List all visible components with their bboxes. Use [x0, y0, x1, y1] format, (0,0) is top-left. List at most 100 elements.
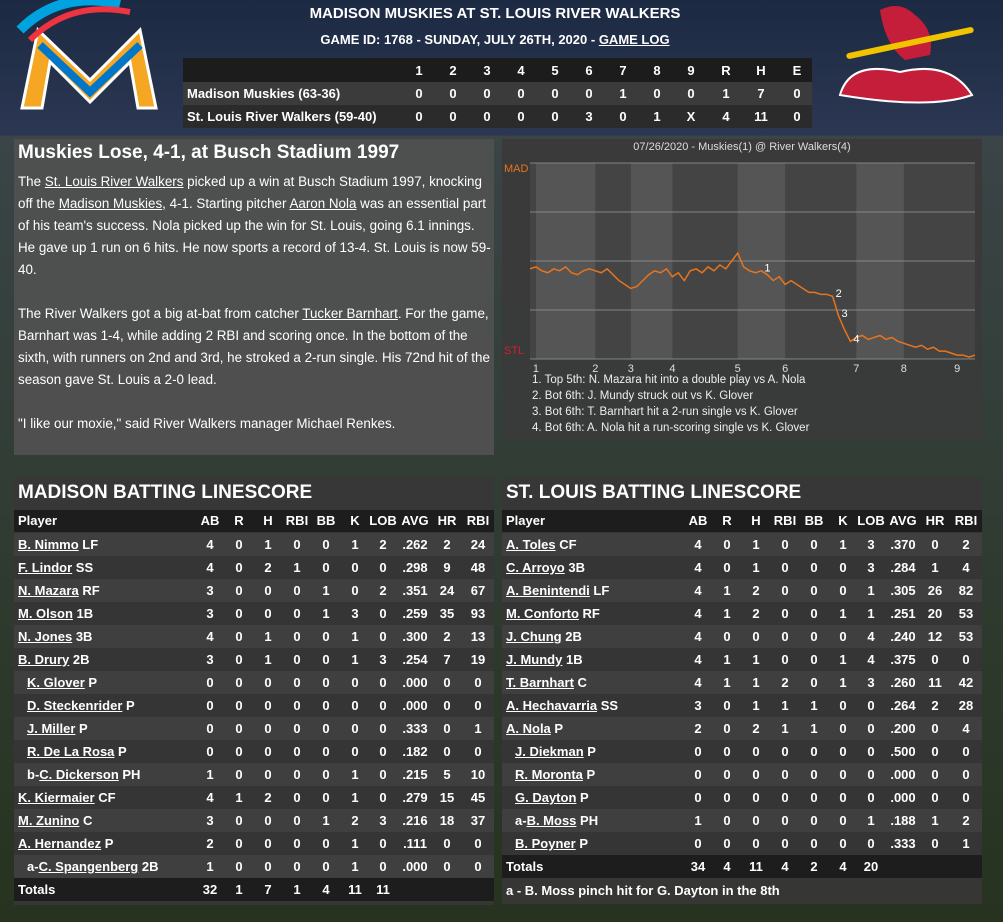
stat: 0 — [781, 652, 789, 667]
recap-link[interactable]: Aaron Nola — [289, 196, 357, 211]
stat: 0 — [235, 721, 243, 736]
total-stat: 7 — [264, 882, 272, 897]
recap-link[interactable]: St. Louis River Walkers — [44, 174, 184, 189]
recap-link[interactable]: Madison Muskies — [58, 196, 163, 211]
stat: 0 — [379, 629, 387, 644]
player-link[interactable]: D. Steckenrider — [27, 698, 123, 713]
stat: 0 — [723, 698, 731, 713]
player-position: P — [104, 836, 114, 851]
linescore-value: 0 — [585, 86, 593, 101]
column-header: R — [234, 513, 244, 528]
player-link[interactable]: M. Conforto — [506, 606, 579, 621]
player-link[interactable]: M. Zunino — [18, 813, 80, 828]
player-cell: D. Steckenrider P — [27, 698, 135, 713]
player-position: C — [83, 813, 93, 828]
player-link[interactable]: K. Kiermaier — [18, 790, 95, 805]
player-cell: C. Arroyo 3B — [506, 560, 585, 575]
player-link[interactable]: A. Nola — [506, 721, 551, 736]
stat: 1 — [206, 767, 214, 782]
player-cell: G. Dayton P — [515, 790, 589, 805]
stat: 0 — [206, 721, 214, 736]
stat: 3 — [379, 652, 387, 667]
stat: 0 — [781, 583, 789, 598]
player-link[interactable]: B. Drury — [18, 652, 70, 667]
player-link[interactable]: T. Barnhart — [506, 675, 574, 690]
stat: 0 — [351, 744, 359, 759]
column-header: Player — [506, 513, 546, 528]
player-link[interactable]: C. Spangenberg — [38, 859, 139, 874]
player-link[interactable]: A. Toles — [506, 537, 556, 552]
stat: 0 — [781, 606, 789, 621]
player-link[interactable]: B. Moss — [526, 813, 577, 828]
player-link[interactable]: K. Glover — [27, 675, 85, 690]
player-link[interactable]: C. Dickerson — [39, 767, 119, 782]
player-link[interactable]: J. Mundy — [506, 652, 563, 667]
stat: 0 — [379, 767, 387, 782]
stat: 0 — [379, 560, 387, 575]
stat: 0 — [264, 606, 272, 621]
linescore-column: E — [792, 63, 802, 78]
stat: 0 — [443, 859, 451, 874]
stat: 0 — [867, 744, 875, 759]
player-position: PH — [122, 767, 141, 782]
stat: 2 — [206, 836, 214, 851]
game-log-link[interactable]: GAME LOG — [598, 32, 670, 47]
player-link[interactable]: M. Olson — [18, 606, 73, 621]
stat: .262 — [402, 537, 428, 552]
player-position: 2B — [565, 629, 582, 644]
stat: 0 — [810, 675, 818, 690]
player-position: CF — [559, 537, 577, 552]
linescore-value: 7 — [757, 86, 765, 101]
recap-paragraph: The St. Louis River Walkers picked up a … — [18, 171, 492, 281]
player-link[interactable]: F. Lindor — [18, 560, 73, 575]
stat: .188 — [890, 813, 916, 828]
player-link[interactable]: J. Diekman — [515, 744, 584, 759]
stat: 0 — [867, 698, 875, 713]
player-link[interactable]: J. Miller — [27, 721, 76, 736]
stat: 5 — [443, 767, 451, 782]
player-link[interactable]: B. Nimmo — [18, 537, 79, 552]
player-link[interactable]: N. Jones — [18, 629, 73, 644]
stat: .216 — [402, 813, 428, 828]
player-position: LF — [593, 583, 610, 598]
stat: 0 — [206, 675, 214, 690]
stat: 0 — [206, 744, 214, 759]
player-link[interactable]: A. Hechavarria — [506, 698, 598, 713]
player-row: a-C. Spangenberg 2B 1 0 0 0 0 1 0 .000 0 0 — [14, 855, 494, 878]
totals-label: Totals — [506, 859, 544, 874]
stat: 2 — [962, 537, 970, 552]
player-link[interactable]: A. Benintendi — [506, 583, 590, 598]
player-link[interactable]: N. Mazara — [18, 583, 79, 598]
player-position: 2B — [72, 652, 90, 667]
player-link[interactable]: C. Arroyo — [506, 560, 565, 575]
marlins-logo — [16, 0, 158, 110]
recap-link[interactable]: Tucker Barnhart — [302, 306, 398, 321]
stat: 1 — [867, 583, 875, 598]
player-link[interactable]: G. Dayton — [515, 790, 577, 805]
stat: 1 — [962, 836, 970, 851]
player-link[interactable]: B. Poyner — [515, 836, 576, 851]
stat: .300 — [402, 629, 428, 644]
player-link[interactable]: A. Hernandez — [18, 836, 102, 851]
recap-body: The St. Louis River Walkers picked up a … — [18, 171, 492, 457]
stat: 4 — [867, 652, 875, 667]
player-link[interactable]: J. Chung — [506, 629, 562, 644]
stat: 0 — [723, 560, 731, 575]
stat: 0 — [962, 652, 970, 667]
stat: 0 — [962, 790, 970, 805]
stat: 0 — [264, 698, 272, 713]
column-header: H — [751, 513, 761, 528]
player-link[interactable]: R. Moronta — [515, 767, 583, 782]
stat: .200 — [890, 721, 916, 736]
stat: .260 — [890, 675, 916, 690]
player-cell: B. Drury 2B — [18, 652, 90, 667]
player-position: PH — [580, 813, 599, 828]
stat: 0 — [839, 790, 847, 805]
event-note: 4. Bot 6th: A. Nola hit a run-scoring si… — [532, 422, 810, 434]
player-row: T. Barnhart C 4 1 1 2 0 1 3.260 11 42 — [502, 671, 982, 694]
stat: 0 — [867, 767, 875, 782]
player-position: SS — [600, 698, 619, 713]
stat: 0 — [206, 698, 214, 713]
player-link[interactable]: R. De La Rosa — [27, 744, 115, 759]
player-row: A. Toles CF 4 0 1 0 0 1 3 .370 0 2 — [502, 533, 982, 556]
